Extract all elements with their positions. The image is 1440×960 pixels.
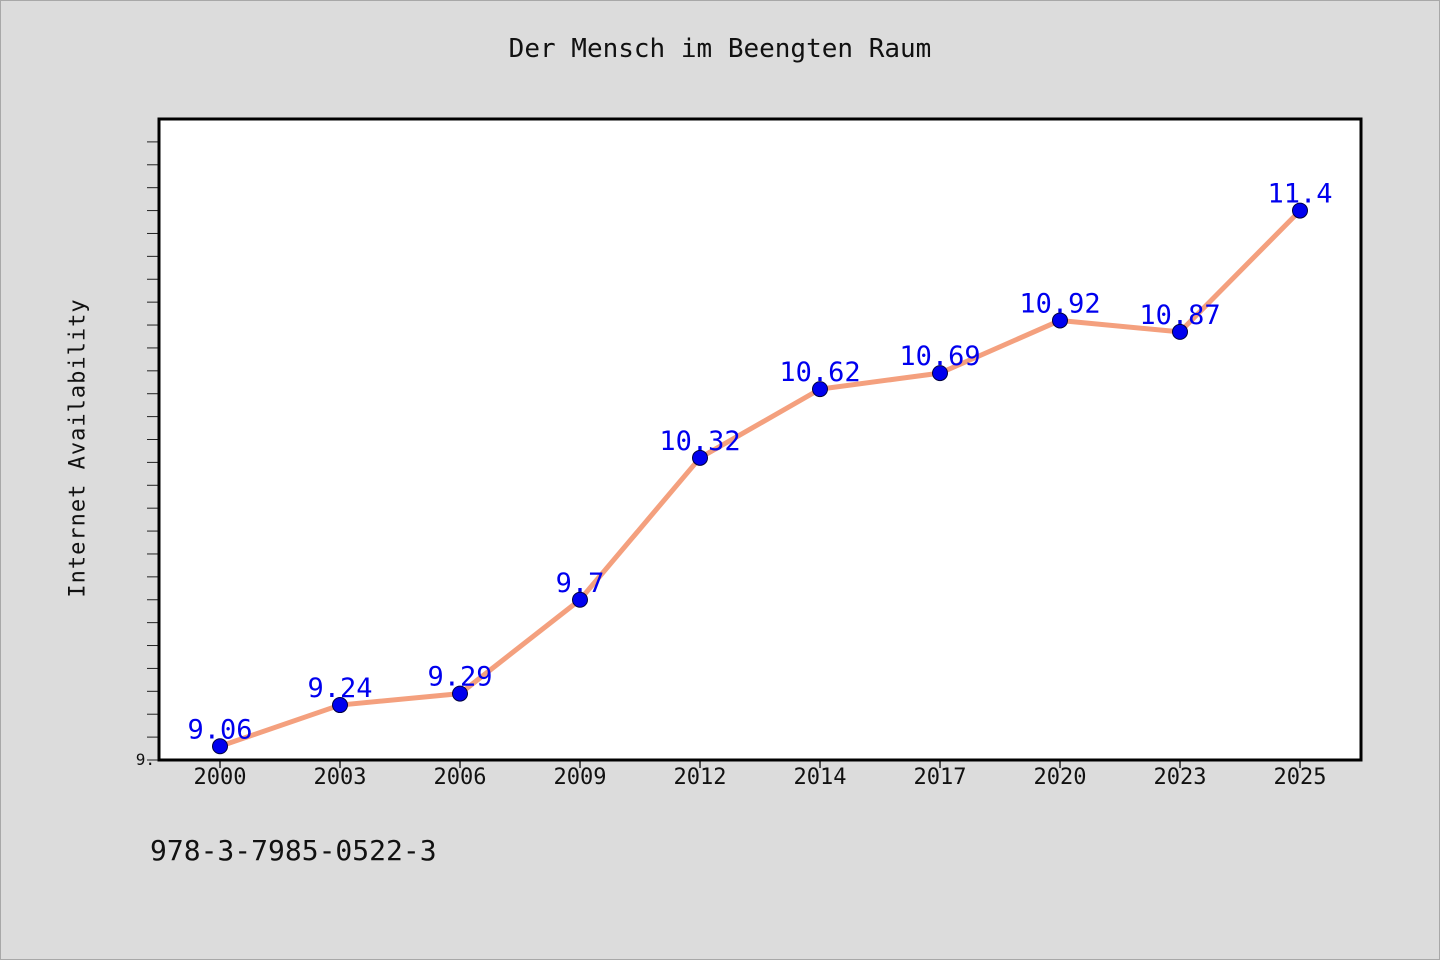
y-tick-label: 9. — [136, 750, 155, 769]
x-tick-label: 2017 — [914, 765, 967, 790]
x-tick-label: 2025 — [1274, 765, 1327, 790]
chart-title: Der Mensch im Beengten Raum — [508, 34, 932, 64]
x-tick-label: 2020 — [1034, 765, 1087, 790]
plot-border — [157, 117, 1363, 762]
x-tick-label: 2003 — [314, 765, 367, 790]
data-point — [812, 381, 828, 398]
isbn-text: 978-3-7985-0522-3 — [150, 834, 437, 867]
data-point — [572, 591, 588, 608]
x-tick-label: 2009 — [554, 765, 607, 790]
data-point — [332, 697, 348, 714]
data-point — [932, 365, 948, 382]
data-point — [1172, 323, 1188, 340]
series-line — [217, 208, 1303, 749]
data-point — [212, 738, 228, 755]
data-point — [692, 449, 708, 466]
x-tick-label: 2006 — [434, 765, 487, 790]
x-tick-label: 2014 — [794, 765, 847, 790]
x-tick-label: 2000 — [194, 765, 247, 790]
x-tick-label: 2023 — [1154, 765, 1207, 790]
data-point — [1292, 202, 1308, 219]
data-point — [1052, 312, 1068, 329]
data-point — [452, 685, 468, 702]
plot-area — [159, 119, 1361, 760]
x-tick-label: 2012 — [674, 765, 727, 790]
